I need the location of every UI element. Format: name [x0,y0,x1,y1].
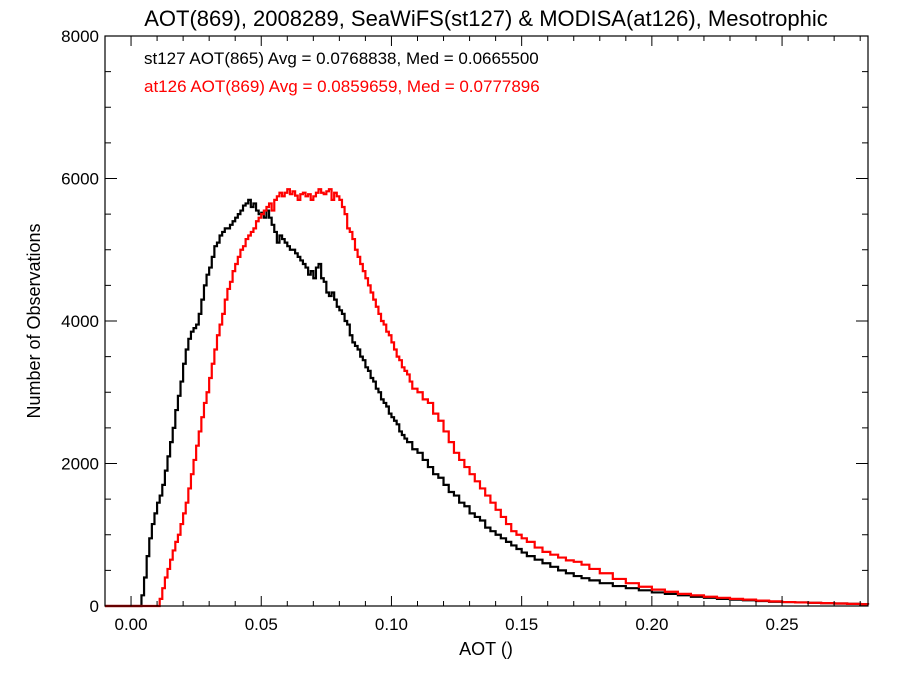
legend-entry-st127: st127 AOT(865) Avg = 0.0768838, Med = 0.… [144,49,539,68]
legend: st127 AOT(865) Avg = 0.0768838, Med = 0.… [144,49,540,96]
series-layer [105,188,870,608]
series-line-st127 [105,198,870,608]
x-tick-label: 0.25 [766,615,799,634]
x-tick-label: 0.00 [114,615,147,634]
series-line-at126 [105,188,870,608]
plot-frame [104,35,869,607]
y-tick-label: 4000 [61,312,99,331]
x-axis-ticks: 0.00 0.05 0.10 0.15 0.20 0.25 [114,36,861,634]
x-tick-label: 0.15 [505,615,538,634]
y-tick-label: 0 [90,597,99,616]
y-axis-label: Number of Observations [24,223,44,418]
y-tick-label: 8000 [61,27,99,46]
x-tick-label: 0.10 [375,615,408,634]
y-tick-label: 2000 [61,455,99,474]
chart-title: AOT(869), 2008289, SeaWiFS(st127) & MODI… [144,6,828,31]
y-axis-ticks: 0 2000 4000 6000 8000 [61,27,868,616]
x-tick-label: 0.20 [635,615,668,634]
y-tick-label: 6000 [61,170,99,189]
legend-entry-at126: at126 AOT(869) Avg = 0.0859659, Med = 0.… [144,77,540,96]
x-axis-label: AOT () [459,639,513,659]
x-tick-label: 0.05 [245,615,278,634]
plot-area: 0.00 0.05 0.10 0.15 0.20 0.25 0 2000 4000 6000 80… [61,27,870,634]
